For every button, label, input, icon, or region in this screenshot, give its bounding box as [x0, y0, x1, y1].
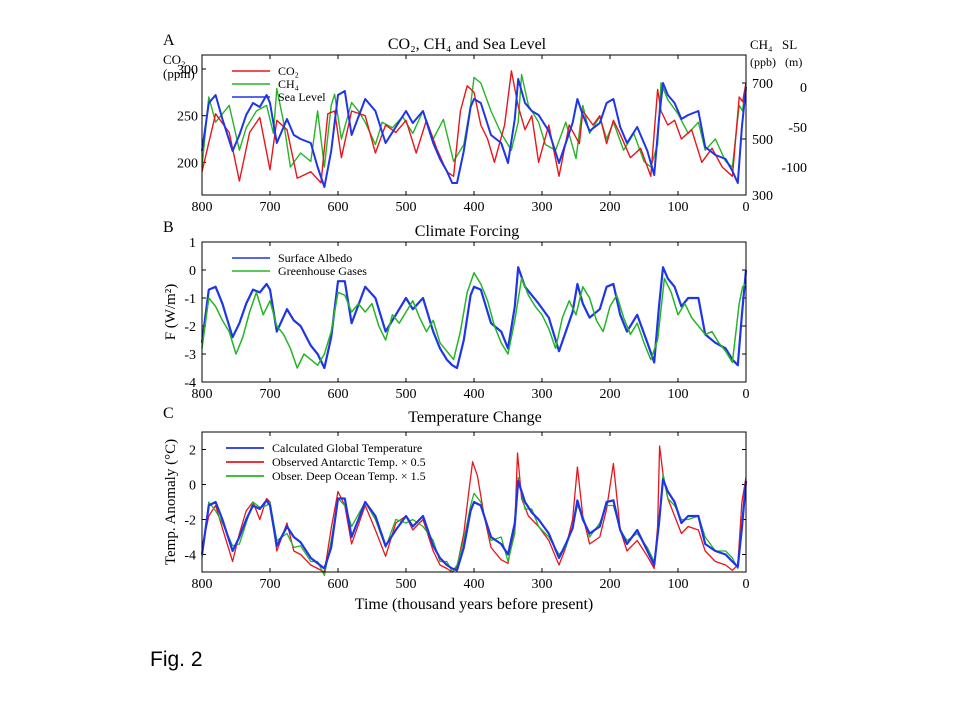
panel-c-x-tick-label: 600	[328, 577, 349, 592]
panel-c-x-axis-label: Time (thousand years before present)	[355, 596, 593, 613]
panel-b-x-tick-label: 400	[464, 387, 485, 402]
panel-a-series-co2-line	[201, 70, 747, 184]
panel-a-sl-axis-unit: (m)	[785, 55, 802, 69]
panel-a-co2-tick-label: 250	[177, 110, 198, 125]
panel-a-x-tick-label: 500	[396, 200, 417, 215]
panel-c-legend-label-3: Obser. Deep Ocean Temp. × 1.5	[272, 469, 426, 483]
panel-a-x-tick-label: 400	[464, 200, 485, 215]
panel-a-x-tick-label: 0	[743, 200, 750, 215]
panel-b-y-axis-label: F (W/m²)	[163, 284, 179, 341]
panel-c-y-tick-label: -4	[184, 549, 196, 564]
panel-a-sl-tick-label: -100	[781, 161, 807, 176]
panel-b-y-tick-label: -3	[184, 348, 196, 363]
panel-a-x-tick-label: 700	[260, 200, 281, 215]
panel-c-x-tick-label: 700	[260, 577, 281, 592]
panel-b-letter: B	[163, 219, 174, 236]
panel-a-legend-label-1: CO₂	[278, 64, 299, 78]
panel-a-ch4-tick-label: 300	[752, 189, 773, 204]
panel-a-ch4-axis-label: CH₄	[750, 37, 773, 52]
panel-b-x-tick-label: 0	[743, 387, 750, 402]
panel-b-series-greenhouse-gases-line	[201, 272, 747, 369]
panel-b-legend-label-1: Surface Albedo	[278, 251, 352, 265]
panel-b-y-tick-label: -2	[184, 320, 196, 335]
panel-a-legend-label-2: CH₄	[278, 77, 299, 91]
panel-c-legend-label-2: Observed Antarctic Temp. × 0.5	[272, 455, 426, 469]
panel-a-x-tick-label: 600	[328, 200, 349, 215]
panel-c-series-calculated-global-temperature-line	[200, 478, 748, 572]
panel-a-title: CO₂, CH₄ and Sea Level	[388, 36, 547, 53]
panel-a-co2-tick-label: 300	[177, 63, 198, 78]
panel-c-x-tick-label: 200	[600, 577, 621, 592]
panel-c-x-tick-label: 800	[192, 577, 213, 592]
panel-c-legend-label-1: Calculated Global Temperature	[272, 441, 422, 455]
panel-b-x-tick-label: 800	[192, 387, 213, 402]
panel-a-ch4-axis-unit: (ppb)	[750, 55, 776, 69]
panel-c-letter: C	[163, 405, 174, 422]
panel-b-x-tick-label: 300	[532, 387, 553, 402]
panel-a-ch4-tick-label: 700	[752, 77, 773, 92]
panel-c-y-axis-label: Temp. Anomaly (°C)	[163, 439, 179, 565]
panel-c-x-tick-label: 500	[396, 577, 417, 592]
panel-c-title: Temperature Change	[408, 409, 541, 426]
panel-b-title: Climate Forcing	[415, 223, 519, 240]
panel-b-y-tick-label: -4	[184, 376, 196, 391]
panel-a-x-tick-label: 800	[192, 200, 213, 215]
panel-a-co2-axis-unit: (ppm)	[163, 66, 195, 81]
panel-c-y-tick-label: 2	[189, 444, 196, 459]
panel-c-y-tick-label: 0	[189, 479, 196, 494]
panel-b-y-tick-label: 0	[189, 264, 196, 279]
panel-a-sl-tick-label: 0	[800, 81, 807, 96]
panel-a-x-tick-label: 200	[600, 200, 621, 215]
panel-b-x-tick-label: 700	[260, 387, 281, 402]
panel-a-sl-axis-label: SL	[782, 37, 797, 52]
panel-a-series-ch4-line	[201, 73, 747, 168]
panel-a-legend-label-3: Sea Level	[278, 90, 326, 104]
figure-caption: Fig. 2	[150, 648, 203, 671]
panel-c-x-tick-label: 300	[532, 577, 553, 592]
panel-a-letter: A	[163, 32, 175, 49]
panel-c-x-tick-label: 0	[743, 577, 750, 592]
panel-c-x-tick-label: 100	[668, 577, 689, 592]
panel-b-x-tick-label: 500	[396, 387, 417, 402]
panel-c-y-tick-label: -2	[184, 514, 196, 529]
panel-a-x-tick-label: 100	[668, 200, 689, 215]
panel-b-x-tick-label: 200	[600, 387, 621, 402]
panel-a-co2-tick-label: 200	[177, 156, 198, 171]
panel-a-sl-tick-label: -50	[788, 121, 807, 136]
panel-b-y-tick-label: 1	[189, 236, 196, 251]
panel-b-x-tick-label: 600	[328, 387, 349, 402]
panel-b-series-surface-albedo-line	[200, 266, 748, 370]
panel-c-series-deep-ocean-temp-line	[201, 473, 747, 577]
panel-b-x-tick-label: 100	[668, 387, 689, 402]
panel-a-co2-axis-label: CO₂	[163, 52, 186, 67]
panel-b-y-tick-label: -1	[184, 292, 196, 307]
panel-c-x-tick-label: 400	[464, 577, 485, 592]
panel-b-legend-label-2: Greenhouse Gases	[278, 264, 367, 278]
panel-a-x-tick-label: 300	[532, 200, 553, 215]
panel-a-ch4-tick-label: 500	[752, 133, 773, 148]
panel-a-series-sea-level-line	[201, 78, 747, 188]
panel-c: C Temperature Change Temp. Anomaly (°C) Tim…	[163, 405, 750, 613]
